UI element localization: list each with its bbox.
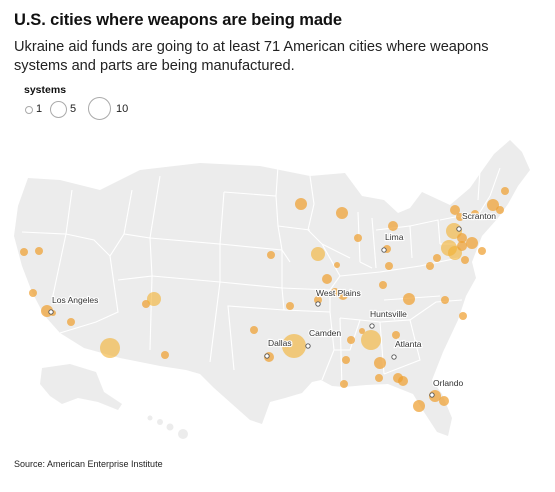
chart-title: U.S. cities where weapons are being made: [14, 11, 342, 29]
city-marker-los-angeles: [48, 309, 54, 315]
city-bubble: [286, 302, 294, 310]
city-bubbles: [20, 187, 509, 412]
city-bubble: [322, 274, 332, 284]
us-land: [14, 140, 530, 436]
legend-circle-5: [50, 101, 67, 118]
legend-label-1: 1: [36, 103, 43, 115]
legend-title: systems: [24, 84, 67, 96]
city-bubble: [311, 247, 325, 261]
city-marker-atlanta: [391, 354, 397, 360]
city-bubble: [375, 374, 383, 382]
city-bubble: [336, 207, 348, 219]
city-bubble: [267, 251, 275, 259]
city-bubble: [457, 233, 467, 243]
city-bubble: [20, 248, 28, 256]
city-label-orlando: Orlando: [433, 378, 464, 388]
alaska-inset: [40, 364, 122, 410]
size-legend: 1 5 10: [22, 97, 222, 123]
legend-label-5: 5: [70, 103, 77, 115]
city-bubble: [388, 221, 398, 231]
city-marker-lima: [381, 247, 387, 253]
city-marker-camden: [305, 343, 311, 349]
city-bubble: [250, 326, 258, 334]
city-bubble: [67, 318, 75, 326]
city-bubble: [282, 334, 306, 358]
city-marker-dallas: [264, 353, 270, 359]
city-bubble: [340, 380, 348, 388]
city-label-camden: Camden: [309, 328, 341, 338]
city-bubble: [334, 262, 340, 268]
city-label-atlanta: Atlanta: [395, 339, 422, 349]
source-note: Source: American Enterprise Institute: [14, 459, 163, 469]
city-bubble: [361, 330, 381, 350]
city-bubble: [413, 400, 425, 412]
city-bubble: [354, 234, 362, 242]
city-marker-huntsville: [369, 323, 375, 329]
city-bubble: [501, 187, 509, 195]
city-label-lima: Lima: [385, 232, 404, 242]
city-bubble: [295, 198, 307, 210]
city-bubble: [433, 254, 441, 262]
city-bubble: [35, 247, 43, 255]
city-bubble: [100, 338, 120, 358]
city-marker-scranton: [456, 226, 462, 232]
city-bubble: [471, 210, 479, 218]
city-bubble: [359, 328, 365, 334]
city-labels: Los Angeles Dallas Camden West Plains Huntsv…: [48, 210, 497, 398]
city-bubble: [466, 237, 478, 249]
city-marker-west-plains: [315, 301, 321, 307]
city-bubble: [439, 396, 449, 406]
city-bubble: [147, 292, 161, 306]
city-bubble: [392, 331, 400, 339]
city-bubble: [426, 262, 434, 270]
city-bubble: [29, 289, 37, 297]
city-marker-orlando: [429, 392, 435, 398]
city-label-huntsville: Huntsville: [370, 309, 407, 319]
city-label-scranton: Scranton: [462, 211, 496, 221]
city-bubble: [342, 356, 350, 364]
legend-circle-10: [88, 97, 111, 120]
city-bubble: [314, 296, 322, 304]
city-bubble: [331, 288, 339, 296]
city-label-west-plains: West Plains: [316, 288, 361, 298]
chart-subtitle: Ukraine aid funds are going to at least …: [14, 39, 489, 74]
city-bubble: [374, 357, 386, 369]
city-bubble: [338, 290, 348, 300]
city-label-los-angeles: Los Angeles: [52, 295, 98, 305]
city-bubble: [379, 281, 387, 289]
hawaii-inset: [147, 415, 188, 439]
city-bubble: [487, 199, 499, 211]
city-bubble: [457, 241, 467, 251]
city-label-dallas: Dallas: [268, 338, 292, 348]
city-bubble: [478, 247, 486, 255]
city-bubble: [161, 351, 169, 359]
legend-circle-1: [25, 106, 33, 114]
city-bubble: [496, 206, 504, 214]
city-bubble: [459, 312, 467, 320]
city-bubble: [456, 213, 464, 221]
city-bubble: [347, 336, 355, 344]
city-bubble: [461, 256, 469, 264]
city-bubble: [385, 262, 393, 270]
legend-label-10: 10: [116, 103, 129, 115]
city-bubble: [398, 376, 408, 386]
city-bubble: [450, 205, 460, 215]
city-bubble: [441, 296, 449, 304]
city-bubble: [403, 293, 415, 305]
